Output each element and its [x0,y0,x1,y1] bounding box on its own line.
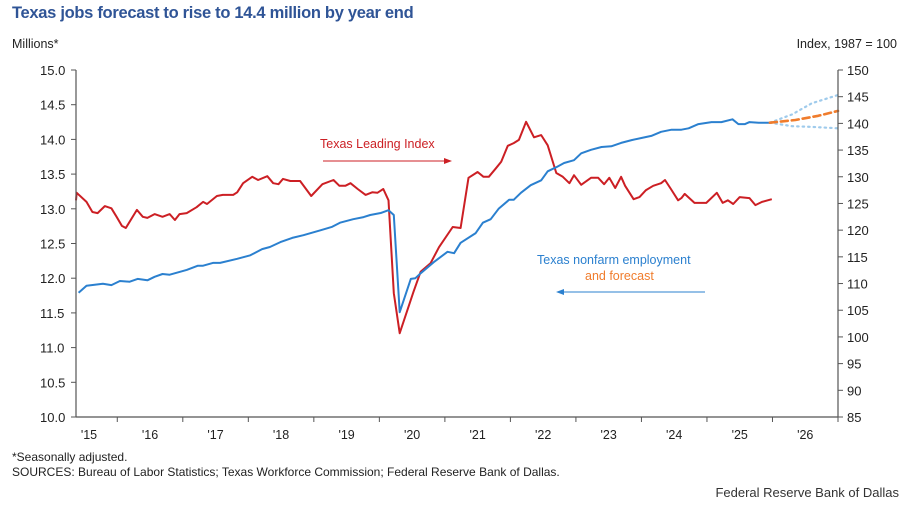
right-tick-label: 125 [847,196,869,211]
footnote-sources: SOURCES: Bureau of Labor Statistics; Tex… [12,465,560,479]
left-tick-label: 10.5 [40,375,65,390]
x-tick-label: '16 [142,428,158,442]
right-tick-label: 90 [847,383,861,398]
x-tick-label: '22 [535,428,551,442]
left-tick-label: 15.0 [40,63,65,78]
x-tick-label: '15 [81,428,97,442]
forecast-lower-line [768,121,840,130]
left-tick-label: 11.5 [40,306,64,321]
right-tick-label: 100 [847,330,869,345]
chart-marks [75,93,840,335]
forecast-line [768,109,840,124]
x-tick-label: '20 [404,428,420,442]
right-tick-label: 120 [847,223,869,238]
chart-title: Texas jobs forecast to rise to 14.4 mill… [12,4,414,22]
footnote-seasonal: *Seasonally adjusted. [12,450,128,464]
right-axis-label: Index, 1987 = 100 [796,37,897,51]
leading-index-line [75,120,773,335]
x-tick-label: '19 [338,428,354,442]
left-tick-label: 14.0 [40,132,65,147]
x-tick-label: '21 [469,428,485,442]
x-tick-label: '25 [732,428,748,442]
x-tick-label: '23 [601,428,617,442]
x-tick-label: '17 [207,428,223,442]
leading-index-arrow-head [444,158,452,164]
annotation-forecast: and forecast [585,269,654,283]
x-tick-label: '18 [273,428,289,442]
left-axis-label: Millions* [12,37,59,51]
x-tick-label: '26 [797,428,813,442]
left-tick-label: 12.0 [40,271,65,286]
right-tick-label: 105 [847,303,869,318]
right-tick-label: 145 [847,90,869,105]
right-tick-label: 95 [847,357,861,372]
right-tick-label: 110 [847,277,868,292]
chart-annotations: Texas Leading Index Texas nonfarm employ… [320,137,705,295]
left-tick-label: 11.0 [40,341,64,356]
forecast-upper-line [768,93,840,124]
right-tick-label: 135 [847,143,869,158]
employment-line [77,118,770,314]
right-tick-label: 85 [847,410,861,425]
employment-arrow-head [556,289,564,295]
left-tick-label: 14.5 [40,98,65,113]
left-tick-label: 13.0 [40,202,65,217]
right-tick-label: 140 [847,116,869,131]
annotation-leading-index: Texas Leading Index [320,137,435,151]
chart-axes: 10.0 10.5 11.0 11.5 12.0 12.5 13.0 13.5 14.0 14.5… [40,63,869,442]
right-tick-label: 130 [847,170,869,185]
right-tick-label: 150 [847,63,869,78]
annotation-employment: Texas nonfarm employment [537,253,691,267]
credit: Federal Reserve Bank of Dallas [715,485,899,500]
left-tick-label: 12.5 [40,237,65,252]
x-tick-label: '24 [666,428,682,442]
left-tick-label: 13.5 [40,167,65,182]
left-tick-label: 10.0 [40,410,65,425]
right-tick-label: 115 [847,250,868,265]
